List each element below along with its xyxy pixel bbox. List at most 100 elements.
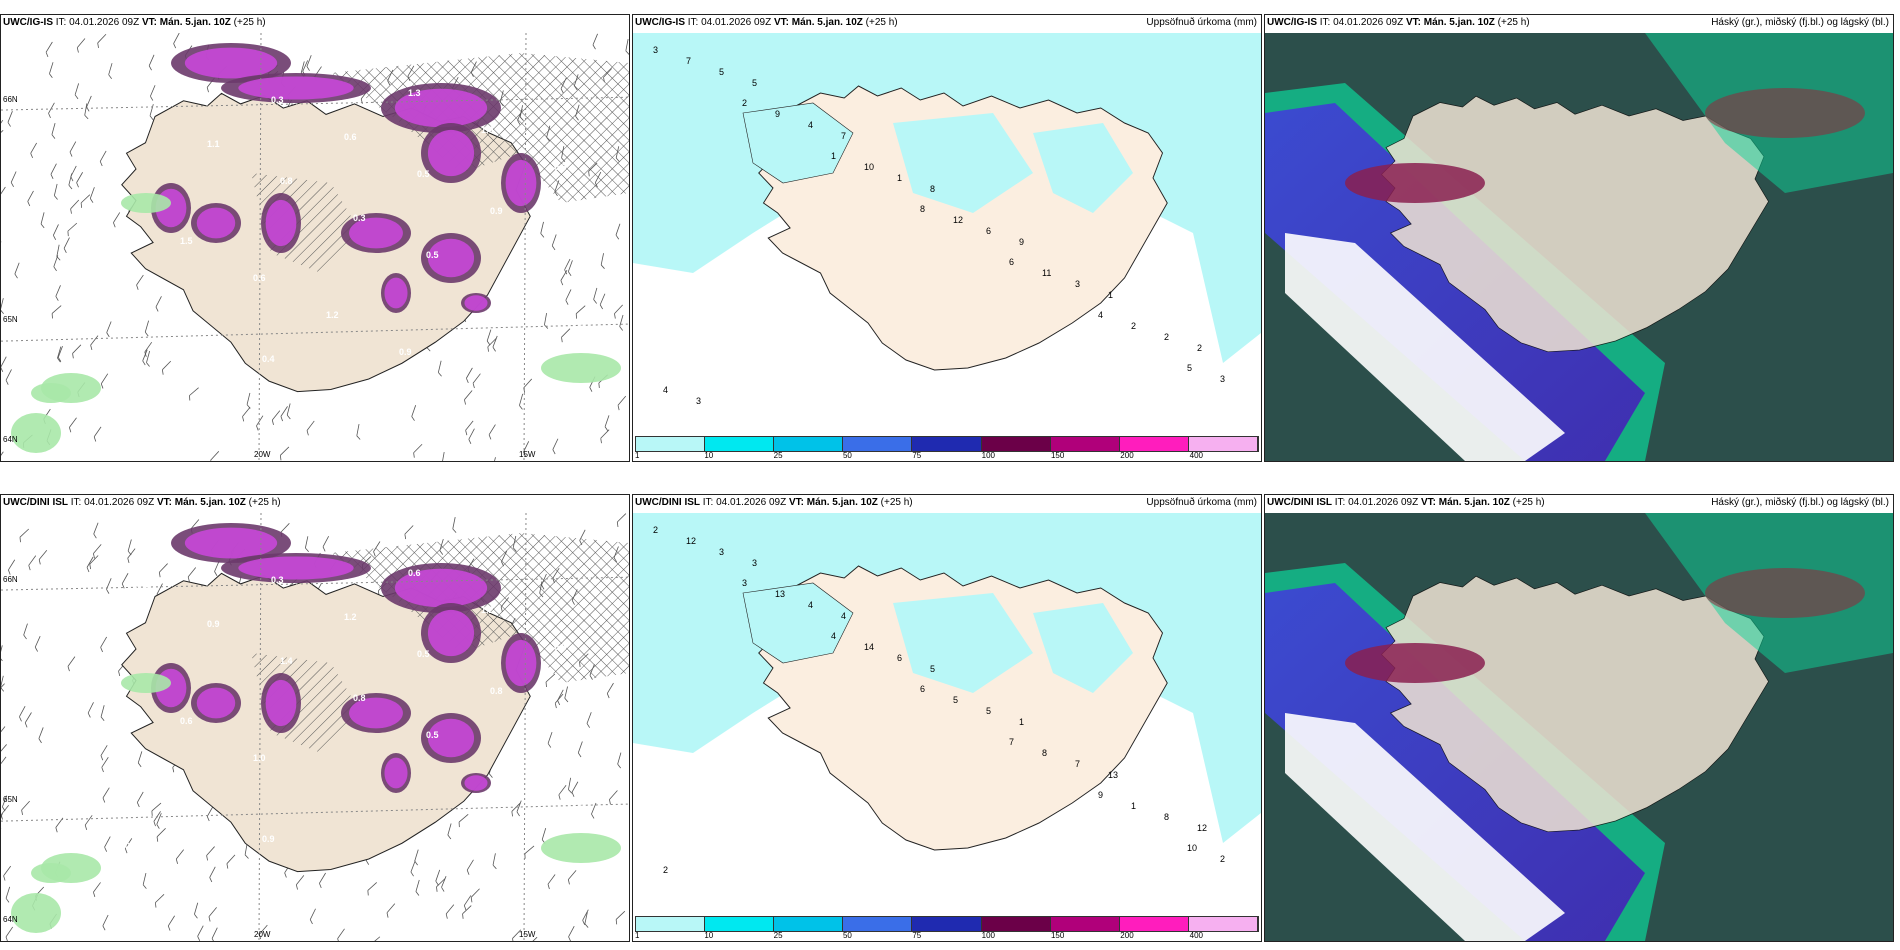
- wind-barb: [523, 441, 530, 457]
- wind-barb: [70, 165, 77, 182]
- wind-barb: [466, 367, 473, 384]
- wind-barb: [108, 63, 113, 79]
- precip-blob: [265, 199, 297, 247]
- wind-barb: [322, 536, 330, 552]
- wind-barb: [617, 752, 622, 769]
- wind-barb: [80, 194, 91, 208]
- wind-barb: [127, 539, 132, 556]
- precip-value: 3: [696, 396, 701, 406]
- precip-map[interactable]: 3 2 1 8 6 4 5 7 9 10 12 11 2 3 5 4 1 6 3 2 4 5 7 8 9 1 2 3: [633, 33, 1261, 433]
- legend-swatch: [774, 437, 844, 451]
- wind-barb: [577, 741, 583, 758]
- wind-barb: [1, 756, 7, 767]
- value-label: 0.4: [61, 65, 74, 75]
- precip-value: 4: [663, 385, 668, 395]
- wind-barb: [175, 849, 184, 864]
- legend-swatch: [1050, 437, 1120, 451]
- wind-barb: [463, 895, 472, 911]
- precip-value: 8: [930, 184, 935, 194]
- precip-value: 6: [1009, 257, 1014, 267]
- wind-barb: [319, 872, 326, 889]
- value-label: 0.4: [189, 797, 202, 807]
- precip-value: 7: [1009, 737, 1014, 747]
- precip-area-light: [1033, 123, 1133, 213]
- wind-barb: [625, 38, 629, 55]
- precip-value: 2: [1164, 332, 1169, 342]
- cloud-map[interactable]: [1265, 33, 1893, 461]
- legend-ticks: 1 10 25 50 75 100 150 200 400: [635, 451, 1259, 461]
- precip-value: 1: [1108, 290, 1113, 300]
- wind-barb: [209, 866, 216, 883]
- axis-label-66n: 66N: [3, 575, 18, 584]
- wind-barb: [259, 924, 268, 940]
- precip-value: 3: [719, 547, 724, 557]
- wind-barb: [558, 785, 567, 800]
- panel-wind-dini: UWC/DINI ISL IT: 04.01.2026 09Z VT: Mán.…: [0, 494, 630, 942]
- precip-value: 2: [653, 525, 658, 535]
- wind-barb: [53, 183, 58, 200]
- wind-barb: [72, 344, 82, 359]
- wind-barb: [194, 902, 199, 919]
- wind-barb: [3, 865, 12, 881]
- wind-map[interactable]: 1.1 -1.8 0.9 1.4 0.8 0.5 1.0 0.7 0.4 0.6 0.3 1.2 0.5…: [1, 513, 629, 941]
- panel-cloud-igis: UWC/IG-IS IT: 04.01.2026 09Z VT: Mán. 5.…: [1264, 14, 1894, 462]
- axis-label-15w: 15W: [519, 450, 536, 459]
- precip-value: 11: [1042, 268, 1051, 278]
- cloud-map[interactable]: [1265, 513, 1893, 941]
- wind-barb: [604, 415, 610, 432]
- precip-value: 2: [1197, 343, 1202, 353]
- precip-blob: [505, 639, 537, 687]
- legend-swatch: [843, 437, 913, 451]
- wind-barb: [488, 424, 496, 440]
- precip-blob: [464, 775, 488, 791]
- wind-barb: [452, 517, 457, 533]
- precip-map[interactable]: 2 3 4 6 7 9 10 12 13 14 5 8 1 2 3 4 6 5 7 8 2 3 4 5 1 13 12: [633, 513, 1261, 913]
- legend-tick-label: 400: [1189, 931, 1203, 940]
- wind-barb: [470, 888, 480, 903]
- wind-barb: [93, 522, 99, 539]
- wind-barb: [211, 927, 218, 941]
- wind-barb: [1, 356, 7, 372]
- value-label: 1.0: [481, 125, 494, 135]
- value-label: 0.8: [490, 686, 503, 696]
- wind-map[interactable]: 0.4 0.3 1.1 0.8 0.3 0.5 1.3 0.5 0.7 0.5 0.3 0.6 0.5 0…: [1, 33, 629, 461]
- wind-barb: [571, 781, 579, 797]
- wind-barb: [69, 141, 77, 157]
- legend-tick-label: 10: [704, 451, 714, 460]
- value-label: 0.7: [125, 361, 138, 371]
- value-label: 0.6: [180, 716, 193, 726]
- panel-header: UWC/DINI ISL IT: 04.01.2026 09Z VT: Mán.…: [3, 497, 281, 508]
- wind-barb: [516, 800, 522, 817]
- light-precip-patch: [11, 893, 61, 933]
- wind-barb: [309, 908, 316, 925]
- wind-barb: [40, 212, 45, 229]
- graticule-line: [258, 33, 262, 461]
- wind-barb: [487, 337, 497, 352]
- value-label: 0.3: [353, 213, 366, 223]
- axis-label-64n: 64N: [3, 915, 18, 924]
- value-label: 0.3: [271, 575, 284, 585]
- wind-barb: [575, 305, 586, 319]
- precip-value: 3: [752, 558, 757, 568]
- wind-barb: [154, 894, 165, 908]
- wind-barb: [615, 223, 621, 240]
- graticule-line: [258, 513, 262, 941]
- precip-blob: [394, 88, 488, 128]
- wind-barb: [1, 675, 5, 692]
- legend-swatch: [774, 917, 844, 931]
- wind-barb: [148, 54, 155, 71]
- wind-barb: [492, 335, 498, 352]
- legend-colorbar: [635, 436, 1259, 452]
- wind-barb: [557, 689, 564, 706]
- legend-swatch: [705, 917, 775, 931]
- precip-value: 7: [841, 131, 846, 141]
- legend-tick-label: 25: [773, 931, 783, 940]
- panel-subtitle: Uppsöfnuð úrkoma (mm): [1146, 17, 1257, 28]
- wind-barb: [560, 269, 568, 286]
- wind-barb: [146, 350, 151, 367]
- legend-tick-label: 1: [635, 451, 640, 460]
- legend-tick-label: 25: [773, 451, 783, 460]
- legend-tick-label: 400: [1189, 451, 1203, 460]
- legend-swatch: [636, 437, 706, 451]
